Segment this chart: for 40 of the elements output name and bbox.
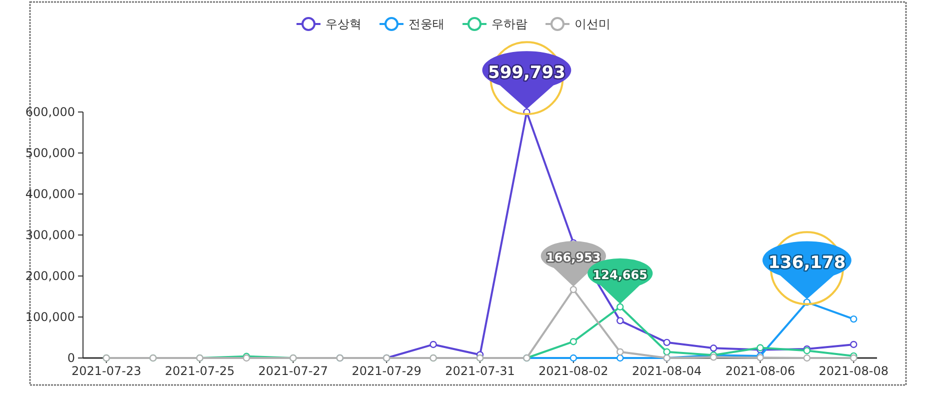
x-tick-label: 2021-07-29: [352, 364, 422, 378]
y-tick-label: 300,000: [25, 228, 75, 242]
annotation: 166,953: [546, 250, 601, 265]
x-tick-label: 2021-07-31: [445, 364, 515, 378]
point: [663, 348, 670, 356]
y-tick-label: 400,000: [25, 187, 75, 201]
annotation: 136,178: [762, 241, 852, 300]
x-tick-label: 2021-08-08: [818, 364, 889, 378]
point: [616, 303, 624, 310]
y-tick-label: 200,000: [25, 269, 75, 283]
annotation: 124,665: [592, 268, 648, 282]
point: [616, 354, 624, 362]
point: [570, 338, 578, 346]
annotation: 599,793: [488, 63, 566, 84]
legend-label: 우하람: [492, 17, 528, 31]
point: [850, 340, 858, 348]
point: [616, 317, 624, 324]
x-tick-label: 2021-07-25: [164, 364, 235, 378]
y-tick-label: 600,000: [25, 105, 75, 119]
point: [616, 348, 624, 356]
y-tick-label: 500,000: [25, 146, 75, 160]
legend-label: 전웅태: [408, 17, 444, 31]
point: [430, 340, 437, 348]
point: [570, 286, 578, 294]
x-tick-label: 2021-08-06: [725, 364, 796, 378]
x-tick-label: 2021-08-04: [632, 364, 702, 378]
annotation: 599,793: [482, 51, 572, 110]
x-tick-label: 2021-07-23: [71, 364, 142, 378]
point: [710, 344, 718, 352]
annotation: 136,178: [768, 253, 846, 274]
x-tick-label: 2021-07-27: [258, 364, 328, 378]
y-tick-label: 100,000: [25, 310, 75, 324]
y-tick-label: 0: [67, 351, 75, 365]
point: [803, 354, 811, 362]
legend-label: 우상혁: [326, 17, 362, 31]
legend-label: 이선미: [574, 17, 610, 31]
x-tick-label: 2021-08-02: [538, 364, 608, 378]
point: [850, 315, 858, 323]
point: [663, 338, 670, 346]
point: [570, 354, 578, 362]
